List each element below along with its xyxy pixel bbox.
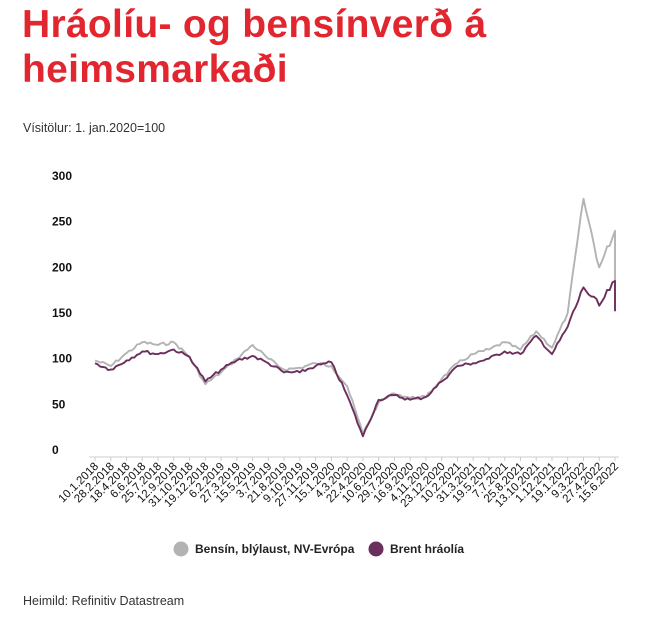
series-lines bbox=[94, 197, 616, 438]
y-tick-label: 50 bbox=[52, 397, 66, 411]
legend-label: Brent hráolía bbox=[390, 542, 464, 556]
legend-label: Bensín, blýlaust, NV-Evrópa bbox=[195, 542, 355, 556]
y-tick-label: 250 bbox=[52, 215, 72, 229]
line-chart: 0 50 100 150 200 250 300 10.1.201828.2.201818.… bbox=[52, 169, 621, 557]
series-line-petrol bbox=[94, 197, 616, 435]
legend-marker bbox=[173, 541, 189, 557]
y-tick-label: 0 bbox=[52, 443, 59, 457]
y-axis-ticks: 0 50 100 150 200 250 300 bbox=[52, 169, 72, 457]
y-tick-label: 150 bbox=[52, 306, 72, 320]
y-tick-label: 300 bbox=[52, 169, 72, 183]
source-note: Heimild: Refinitiv Datastream bbox=[23, 594, 185, 608]
legend: Bensín, blýlaust, NV-Evrópa Brent hráolía bbox=[173, 541, 464, 557]
series-line-brent bbox=[94, 280, 616, 438]
y-tick-label: 100 bbox=[52, 352, 72, 366]
legend-marker bbox=[368, 541, 384, 557]
chart-subtitle: Vísitölur: 1. jan.2020=100 bbox=[23, 121, 166, 135]
x-axis-ticks: 10.1.201828.2.201818.4.20186.6.201825.7.… bbox=[56, 457, 621, 510]
y-tick-label: 200 bbox=[52, 260, 72, 274]
chart-title: Hráolíu- og bensínverð á heimsmarkaði bbox=[22, 3, 487, 91]
